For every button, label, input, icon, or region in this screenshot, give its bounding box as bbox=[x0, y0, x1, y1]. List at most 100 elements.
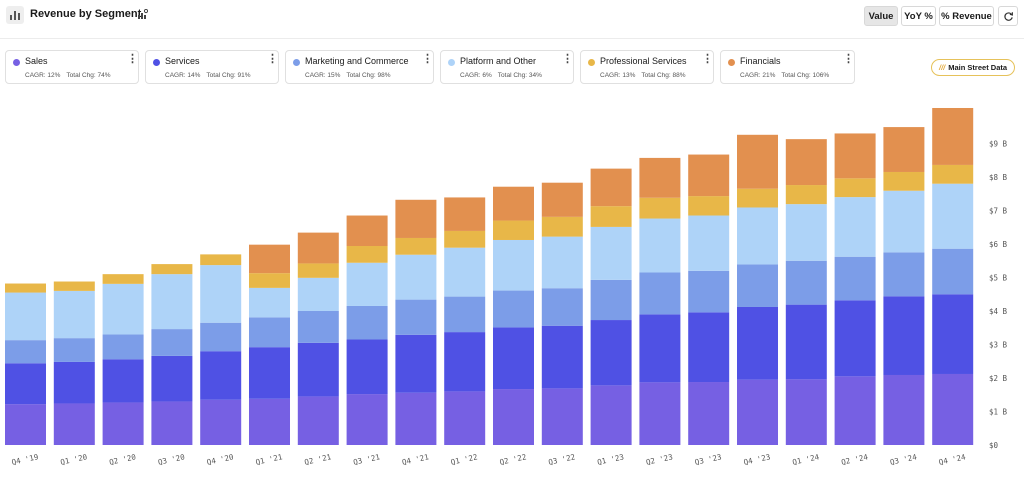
bar-segment-services[interactable] bbox=[834, 300, 876, 377]
bar-segment-marketing-and-commerce[interactable] bbox=[639, 272, 681, 315]
more-options-icon[interactable]: ⋮ bbox=[562, 53, 573, 65]
bar-segment-platform-and-other[interactable] bbox=[834, 197, 876, 257]
bar-segment-financials[interactable] bbox=[737, 134, 778, 189]
bar-segment-professional-services[interactable] bbox=[932, 164, 974, 184]
bar-segment-financials[interactable] bbox=[297, 232, 339, 264]
bar-segment-financials[interactable] bbox=[541, 182, 583, 217]
bar-segment-services[interactable] bbox=[493, 327, 534, 390]
main-street-data-badge[interactable]: ///Main Street Data bbox=[931, 59, 1016, 76]
bar-segment-financials[interactable] bbox=[834, 133, 876, 179]
segment-card-sales[interactable]: Sales ⋮ CAGR: 12% Total Chg: 74% bbox=[5, 50, 139, 84]
bar-segment-marketing-and-commerce[interactable] bbox=[200, 322, 242, 352]
bar-segment-professional-services[interactable] bbox=[834, 178, 876, 198]
bar-segment-financials[interactable] bbox=[346, 215, 388, 247]
segment-card-marketing-and-commerce[interactable]: Marketing and Commerce ⋮ CAGR: 15% Total … bbox=[285, 50, 434, 84]
bar-segment-services[interactable] bbox=[53, 361, 95, 404]
bar-segment-platform-and-other[interactable] bbox=[785, 204, 827, 261]
bar-segment-marketing-and-commerce[interactable] bbox=[493, 290, 534, 328]
bar-segment-professional-services[interactable] bbox=[541, 216, 583, 237]
bar-segment-marketing-and-commerce[interactable] bbox=[590, 279, 632, 321]
bar-segment-marketing-and-commerce[interactable] bbox=[883, 252, 925, 297]
bar-segment-professional-services[interactable] bbox=[200, 254, 242, 266]
bar-segment-financials[interactable] bbox=[639, 157, 681, 198]
bar-segment-platform-and-other[interactable] bbox=[444, 247, 486, 297]
bar-segment-sales[interactable] bbox=[151, 401, 193, 445]
bar-segment-platform-and-other[interactable] bbox=[639, 218, 681, 273]
bar-segment-marketing-and-commerce[interactable] bbox=[737, 264, 778, 307]
bar-segment-marketing-and-commerce[interactable] bbox=[785, 260, 827, 305]
bar-segment-platform-and-other[interactable] bbox=[151, 274, 193, 330]
bar-segment-platform-and-other[interactable] bbox=[932, 183, 974, 249]
more-options-icon[interactable]: ⋮ bbox=[702, 53, 713, 65]
bar-segment-financials[interactable] bbox=[493, 186, 534, 221]
bar-segment-services[interactable] bbox=[102, 359, 144, 403]
bar-segment-marketing-and-commerce[interactable] bbox=[932, 248, 974, 295]
bar-segment-sales[interactable] bbox=[785, 379, 827, 445]
bar-segment-professional-services[interactable] bbox=[444, 230, 486, 248]
bar-segment-professional-services[interactable] bbox=[151, 264, 193, 275]
bar-segment-professional-services[interactable] bbox=[249, 273, 290, 288]
bar-segment-platform-and-other[interactable] bbox=[53, 290, 95, 339]
segment-card-services[interactable]: Services ⋮ CAGR: 14% Total Chg: 91% bbox=[145, 50, 279, 84]
bar-segment-financials[interactable] bbox=[785, 139, 827, 186]
bar-segment-financials[interactable] bbox=[883, 127, 925, 172]
bar-segment-sales[interactable] bbox=[493, 389, 534, 445]
bar-segment-services[interactable] bbox=[249, 347, 290, 399]
bar-segment-services[interactable] bbox=[785, 304, 827, 380]
bar-segment-marketing-and-commerce[interactable] bbox=[5, 340, 46, 364]
bar-segment-services[interactable] bbox=[444, 332, 486, 392]
bar-segment-services[interactable] bbox=[5, 363, 46, 405]
chart-options-icon[interactable] bbox=[138, 9, 148, 19]
bar-segment-platform-and-other[interactable] bbox=[249, 287, 290, 318]
toggle-value[interactable]: Value bbox=[864, 6, 898, 26]
bar-segment-professional-services[interactable] bbox=[737, 188, 778, 208]
bar-segment-professional-services[interactable] bbox=[639, 197, 681, 219]
bar-segment-sales[interactable] bbox=[737, 379, 778, 445]
bar-segment-sales[interactable] bbox=[688, 382, 730, 445]
bar-segment-platform-and-other[interactable] bbox=[200, 265, 242, 323]
bar-segment-services[interactable] bbox=[200, 351, 242, 400]
bar-segment-sales[interactable] bbox=[5, 404, 46, 445]
bar-segment-platform-and-other[interactable] bbox=[541, 236, 583, 289]
segment-card-professional-services[interactable]: Professional Services ⋮ CAGR: 13% Total C… bbox=[580, 50, 714, 84]
bar-segment-marketing-and-commerce[interactable] bbox=[249, 317, 290, 348]
bar-segment-professional-services[interactable] bbox=[785, 185, 827, 205]
bar-segment-platform-and-other[interactable] bbox=[297, 277, 339, 311]
bar-segment-platform-and-other[interactable] bbox=[5, 292, 46, 341]
bar-segment-services[interactable] bbox=[883, 296, 925, 375]
bar-segment-platform-and-other[interactable] bbox=[737, 207, 778, 265]
bar-segment-financials[interactable] bbox=[932, 107, 974, 165]
more-options-icon[interactable]: ⋮ bbox=[422, 53, 433, 65]
bar-segment-marketing-and-commerce[interactable] bbox=[834, 256, 876, 301]
bar-segment-platform-and-other[interactable] bbox=[493, 239, 534, 291]
refresh-button[interactable] bbox=[998, 6, 1018, 26]
more-options-icon[interactable]: ⋮ bbox=[127, 53, 138, 65]
bar-segment-sales[interactable] bbox=[200, 399, 242, 445]
bar-segment-sales[interactable] bbox=[297, 396, 339, 445]
bar-segment-sales[interactable] bbox=[53, 403, 95, 445]
bar-segment-services[interactable] bbox=[297, 342, 339, 397]
bar-segment-professional-services[interactable] bbox=[5, 283, 46, 293]
bar-segment-services[interactable] bbox=[639, 314, 681, 383]
bar-segment-marketing-and-commerce[interactable] bbox=[395, 299, 437, 335]
bar-segment-professional-services[interactable] bbox=[53, 281, 95, 291]
bar-segment-sales[interactable] bbox=[541, 388, 583, 445]
segment-card-financials[interactable]: Financials ⋮ CAGR: 21% Total Chg: 106% bbox=[720, 50, 855, 84]
bar-segment-services[interactable] bbox=[590, 320, 632, 386]
bar-segment-marketing-and-commerce[interactable] bbox=[346, 305, 388, 340]
bar-segment-marketing-and-commerce[interactable] bbox=[53, 338, 95, 362]
bar-segment-professional-services[interactable] bbox=[395, 237, 437, 255]
toggle-yoy[interactable]: YoY % bbox=[901, 6, 936, 26]
bar-segment-sales[interactable] bbox=[102, 402, 144, 445]
bar-segment-services[interactable] bbox=[688, 312, 730, 383]
bar-segment-sales[interactable] bbox=[639, 382, 681, 445]
bar-segment-financials[interactable] bbox=[444, 197, 486, 231]
bar-segment-financials[interactable] bbox=[395, 199, 437, 238]
bar-segment-sales[interactable] bbox=[444, 391, 486, 445]
bar-segment-sales[interactable] bbox=[932, 373, 974, 445]
bar-segment-professional-services[interactable] bbox=[590, 206, 632, 227]
toggle-percent-revenue[interactable]: % Revenue bbox=[939, 6, 994, 26]
bar-segment-platform-and-other[interactable] bbox=[883, 190, 925, 253]
bar-segment-professional-services[interactable] bbox=[346, 246, 388, 263]
bar-segment-marketing-and-commerce[interactable] bbox=[297, 311, 339, 343]
